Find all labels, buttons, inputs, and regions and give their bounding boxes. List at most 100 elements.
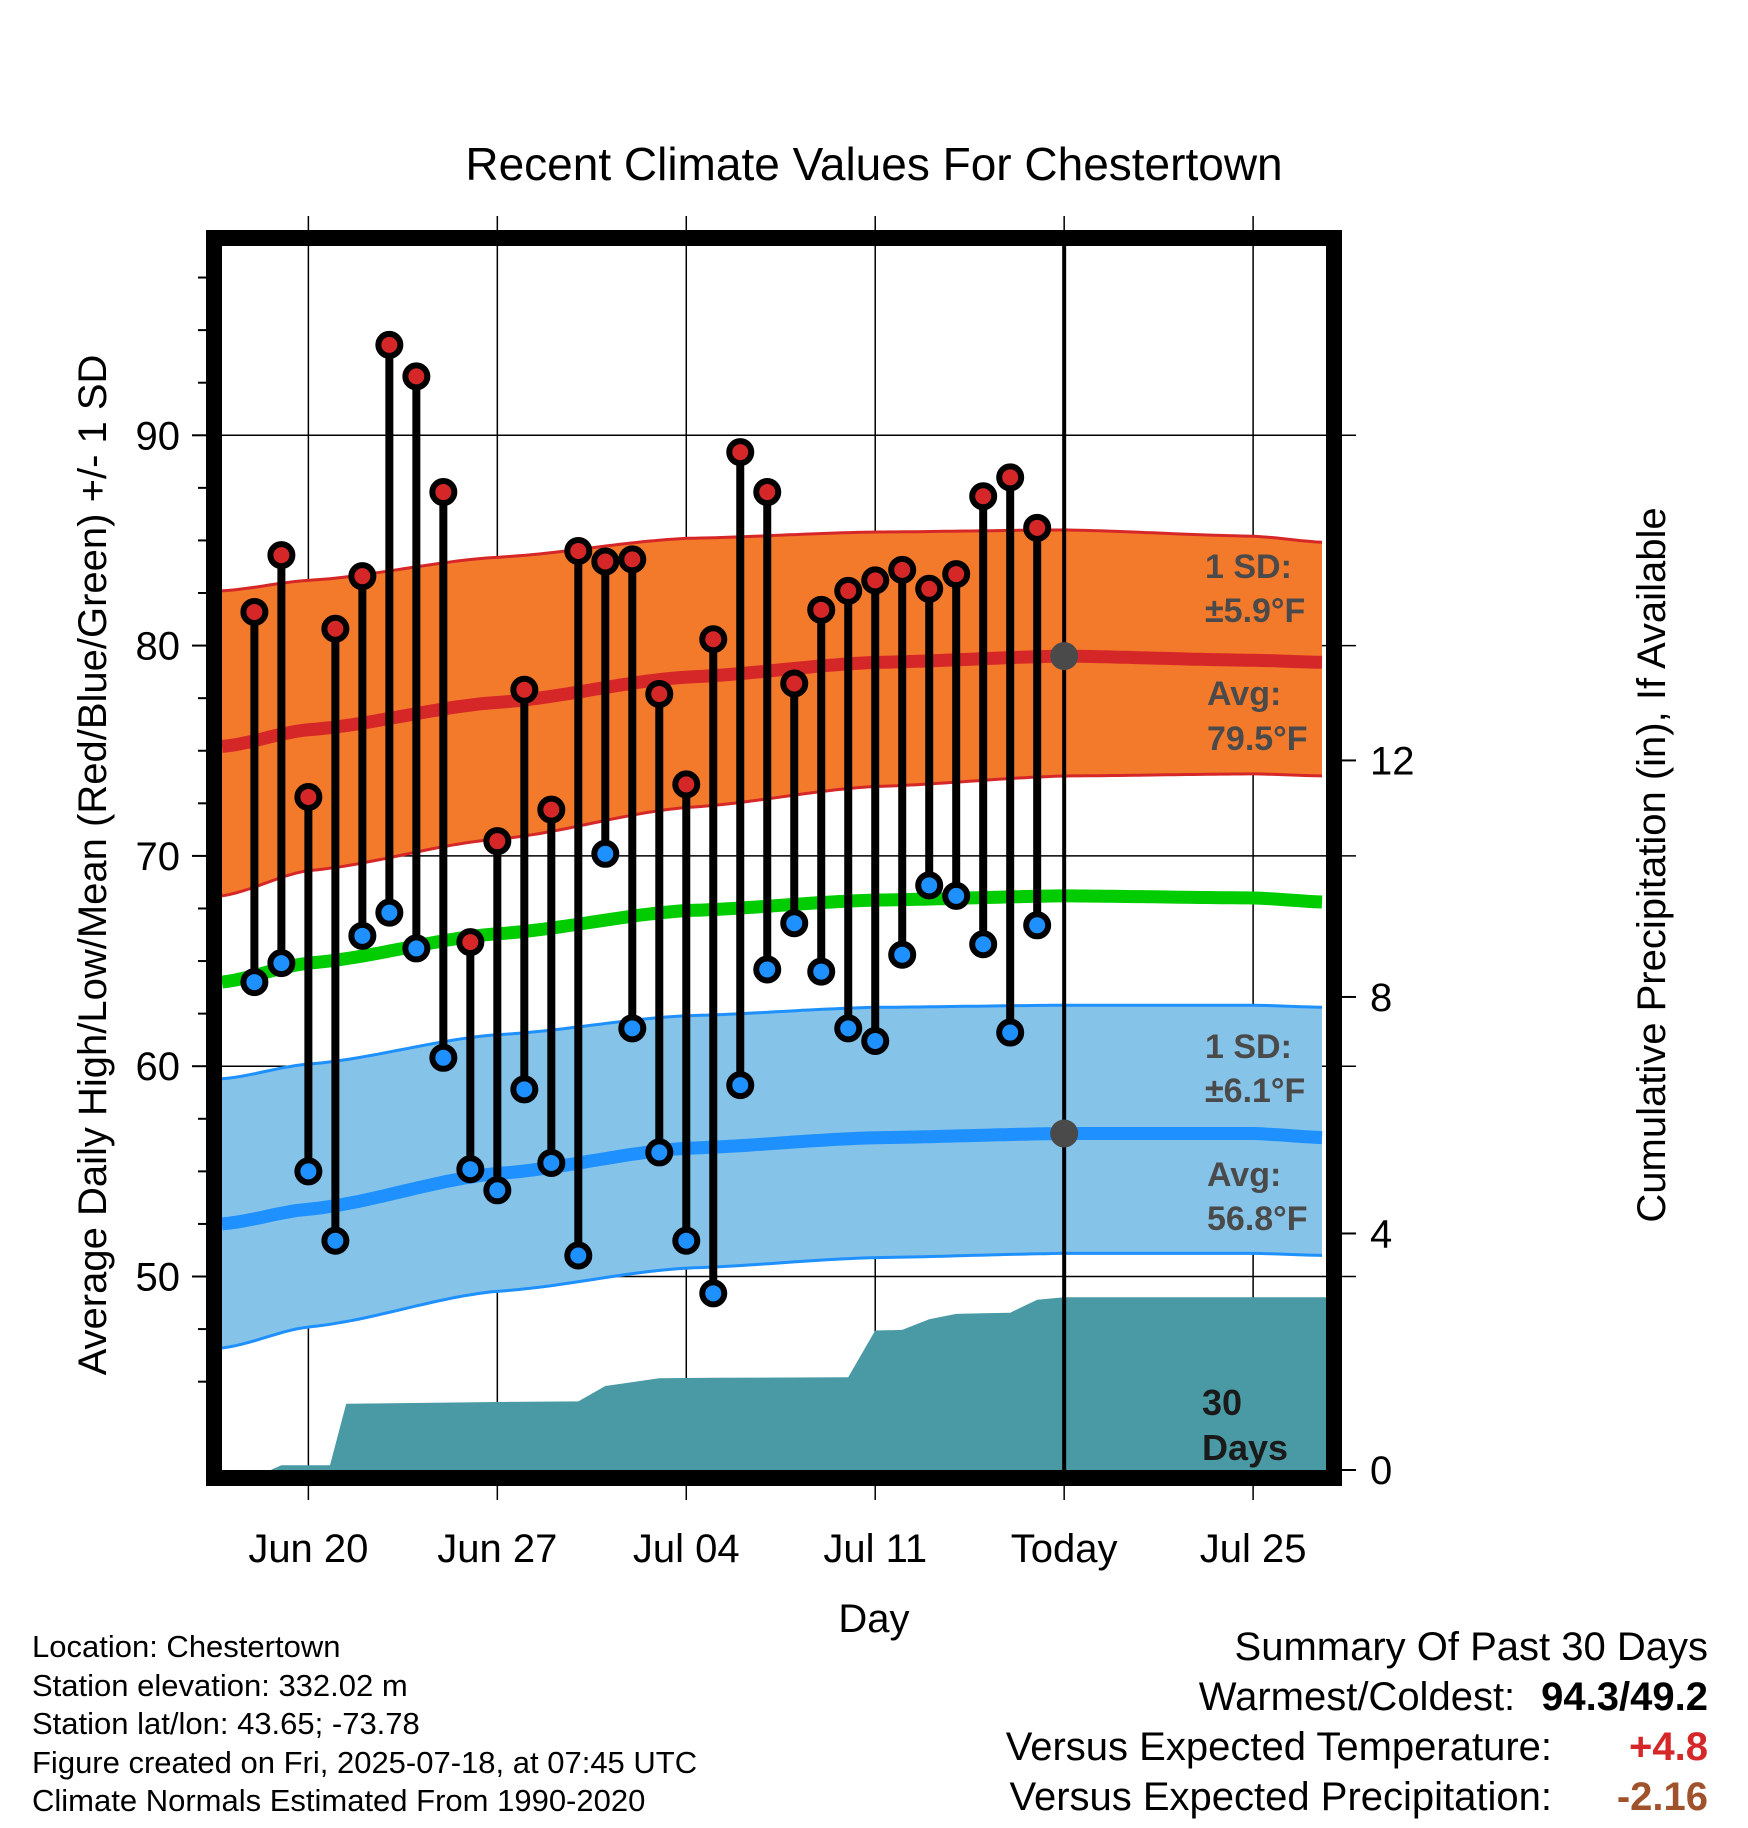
daily-low-point: [753, 955, 782, 984]
daily-high-point: [672, 770, 701, 799]
high-avg-value: 79.5°F: [1207, 720, 1308, 758]
daily-low-point: [483, 1176, 512, 1205]
y-tick-label-0: 50: [136, 1256, 181, 1300]
daily-low-point: [537, 1148, 566, 1177]
daily-high-point: [240, 597, 269, 626]
high-plus-sd-line: [221, 528, 1323, 593]
y2-tick-label-1: 4: [1370, 1212, 1392, 1256]
daily-low-point: [591, 839, 620, 868]
daily-low-point: [618, 1014, 647, 1043]
daily-high-point: [753, 478, 782, 507]
daily-low-point: [348, 921, 377, 950]
y2-tick-label-0: 0: [1370, 1449, 1392, 1493]
low-sd-band: [222, 1005, 1322, 1348]
low-plus-sd-line: [221, 1003, 1323, 1081]
daily-high-point: [645, 679, 674, 708]
y-axis-label: Average Daily High/Low/Mean (Red/Blue/Gr…: [71, 355, 115, 1376]
daily-high-point: [861, 566, 890, 595]
avg-low-line: [221, 1127, 1323, 1231]
daily-low-point: [861, 1026, 890, 1055]
daily-low-point: [267, 949, 296, 978]
low-sd-label: 1 SD:: [1205, 1028, 1292, 1066]
daily-high-point: [348, 562, 377, 591]
avg-high-line: [221, 649, 1323, 753]
precip-row: Versus Expected Precipitation: -2.16: [1006, 1772, 1708, 1822]
daily-high-point: [726, 438, 755, 467]
daily-high-point: [591, 547, 620, 576]
high-sd-value: ±5.9°F: [1205, 592, 1305, 630]
y-tick-label-3: 80: [136, 625, 181, 669]
x-tick-label-0: Jun 20: [248, 1527, 368, 1571]
daily-low-point: [510, 1075, 539, 1104]
daily-high-point: [780, 669, 809, 698]
daily-high-point: [537, 795, 566, 824]
daily-high-point: [483, 827, 512, 856]
high-minus-sd-line: [221, 772, 1323, 898]
daily-low-point: [969, 930, 998, 959]
daily-low-point: [888, 940, 917, 969]
latlon-text: Station lat/lon: 43.65; -73.78: [32, 1706, 420, 1741]
daily-low-point: [645, 1138, 674, 1167]
x-tick-label-3: Jul 11: [823, 1527, 927, 1571]
annotations: 1 SD: ±5.9°F Avg: 79.5°F 1 SD: ±6.1°F Av…: [1202, 548, 1308, 1468]
daily-low-point: [240, 968, 269, 997]
daily-high-point: [915, 574, 944, 603]
y-tick-label-1: 60: [136, 1045, 181, 1089]
daily-low-point: [915, 871, 944, 900]
low-avg-label: Avg:: [1207, 1156, 1281, 1194]
daily-low-point: [834, 1014, 863, 1043]
daily-high-point: [834, 576, 863, 605]
daily-low-point: [807, 957, 836, 986]
warm-cold-label: Warmest/Coldest:: [1198, 1675, 1516, 1719]
temp-row: Versus Expected Temperature: +4.8: [1006, 1722, 1708, 1772]
daily-high-point: [564, 536, 593, 565]
summary-title: Summary Of Past 30 Days: [1234, 1625, 1708, 1669]
temp-label: Versus Expected Temperature:: [1005, 1725, 1552, 1769]
daily-low-point: [321, 1226, 350, 1255]
daily-low-point: [294, 1157, 323, 1186]
daily-high-point: [969, 482, 998, 511]
daily-high-point: [456, 928, 485, 957]
summary-panel: Summary Of Past 30 Days Warmest/Coldest:…: [1006, 1622, 1708, 1822]
daily-low-point: [375, 898, 404, 927]
low-avg-value: 56.8°F: [1207, 1200, 1308, 1238]
daily-low-point: [996, 1018, 1025, 1047]
daily-high-point: [267, 541, 296, 570]
today-avg-low-marker: [1050, 1119, 1079, 1148]
y-tick-label-4: 90: [136, 414, 181, 458]
x-tick-label-5: Jul 25: [1200, 1527, 1307, 1571]
daily-high-point: [510, 675, 539, 704]
daily-low-point: [942, 881, 971, 910]
daily-low-point: [780, 909, 809, 938]
daily-low-point: [429, 1043, 458, 1072]
low-sd-value: ±6.1°F: [1205, 1072, 1305, 1110]
daily-high-point: [375, 330, 404, 359]
daily-high-point: [807, 595, 836, 624]
axes: 50 60 70 80 90 0 4 8 12 Jun 20 Jun 27 Jul 04 Jul 11 T…: [136, 230, 1415, 1571]
precip-label-days-count: 30: [1202, 1382, 1242, 1423]
y2-tick-label-2: 8: [1370, 976, 1392, 1020]
created-text: Figure created on Fri, 2025-07-18, at 07…: [32, 1744, 698, 1780]
daily-high-point: [618, 545, 647, 574]
y-tick-label-2: 70: [136, 835, 181, 879]
precip-label: Versus Expected Precipitation:: [1009, 1775, 1552, 1819]
high-sd-label: 1 SD:: [1205, 548, 1292, 586]
daily-high-point: [1023, 513, 1052, 542]
location-text: Location: Chestertown: [32, 1629, 341, 1664]
normals-text: Climate Normals Estimated From 1990-2020: [32, 1783, 646, 1818]
y2-tick-label-3: 12: [1370, 739, 1415, 783]
daily-high-point: [996, 463, 1025, 492]
warm-cold-row: Warmest/Coldest: 94.3/49.2: [1006, 1672, 1708, 1722]
daily-high-point: [942, 560, 971, 589]
x-tick-label-1: Jun 27: [437, 1527, 557, 1571]
today-avg-high-marker: [1050, 642, 1079, 671]
chart-title: Recent Climate Values For Chestertown: [465, 138, 1282, 190]
precipitation-area: [222, 1297, 1326, 1470]
precip-cumulative-area: [222, 1297, 1326, 1470]
high-avg-label: Avg:: [1207, 675, 1281, 713]
precip-value: -2.16: [1616, 1775, 1708, 1819]
x-tick-label-4: Today: [1011, 1527, 1118, 1571]
warm-cold-value: 94.3/49.2: [1541, 1675, 1708, 1719]
daily-high-point: [294, 783, 323, 812]
